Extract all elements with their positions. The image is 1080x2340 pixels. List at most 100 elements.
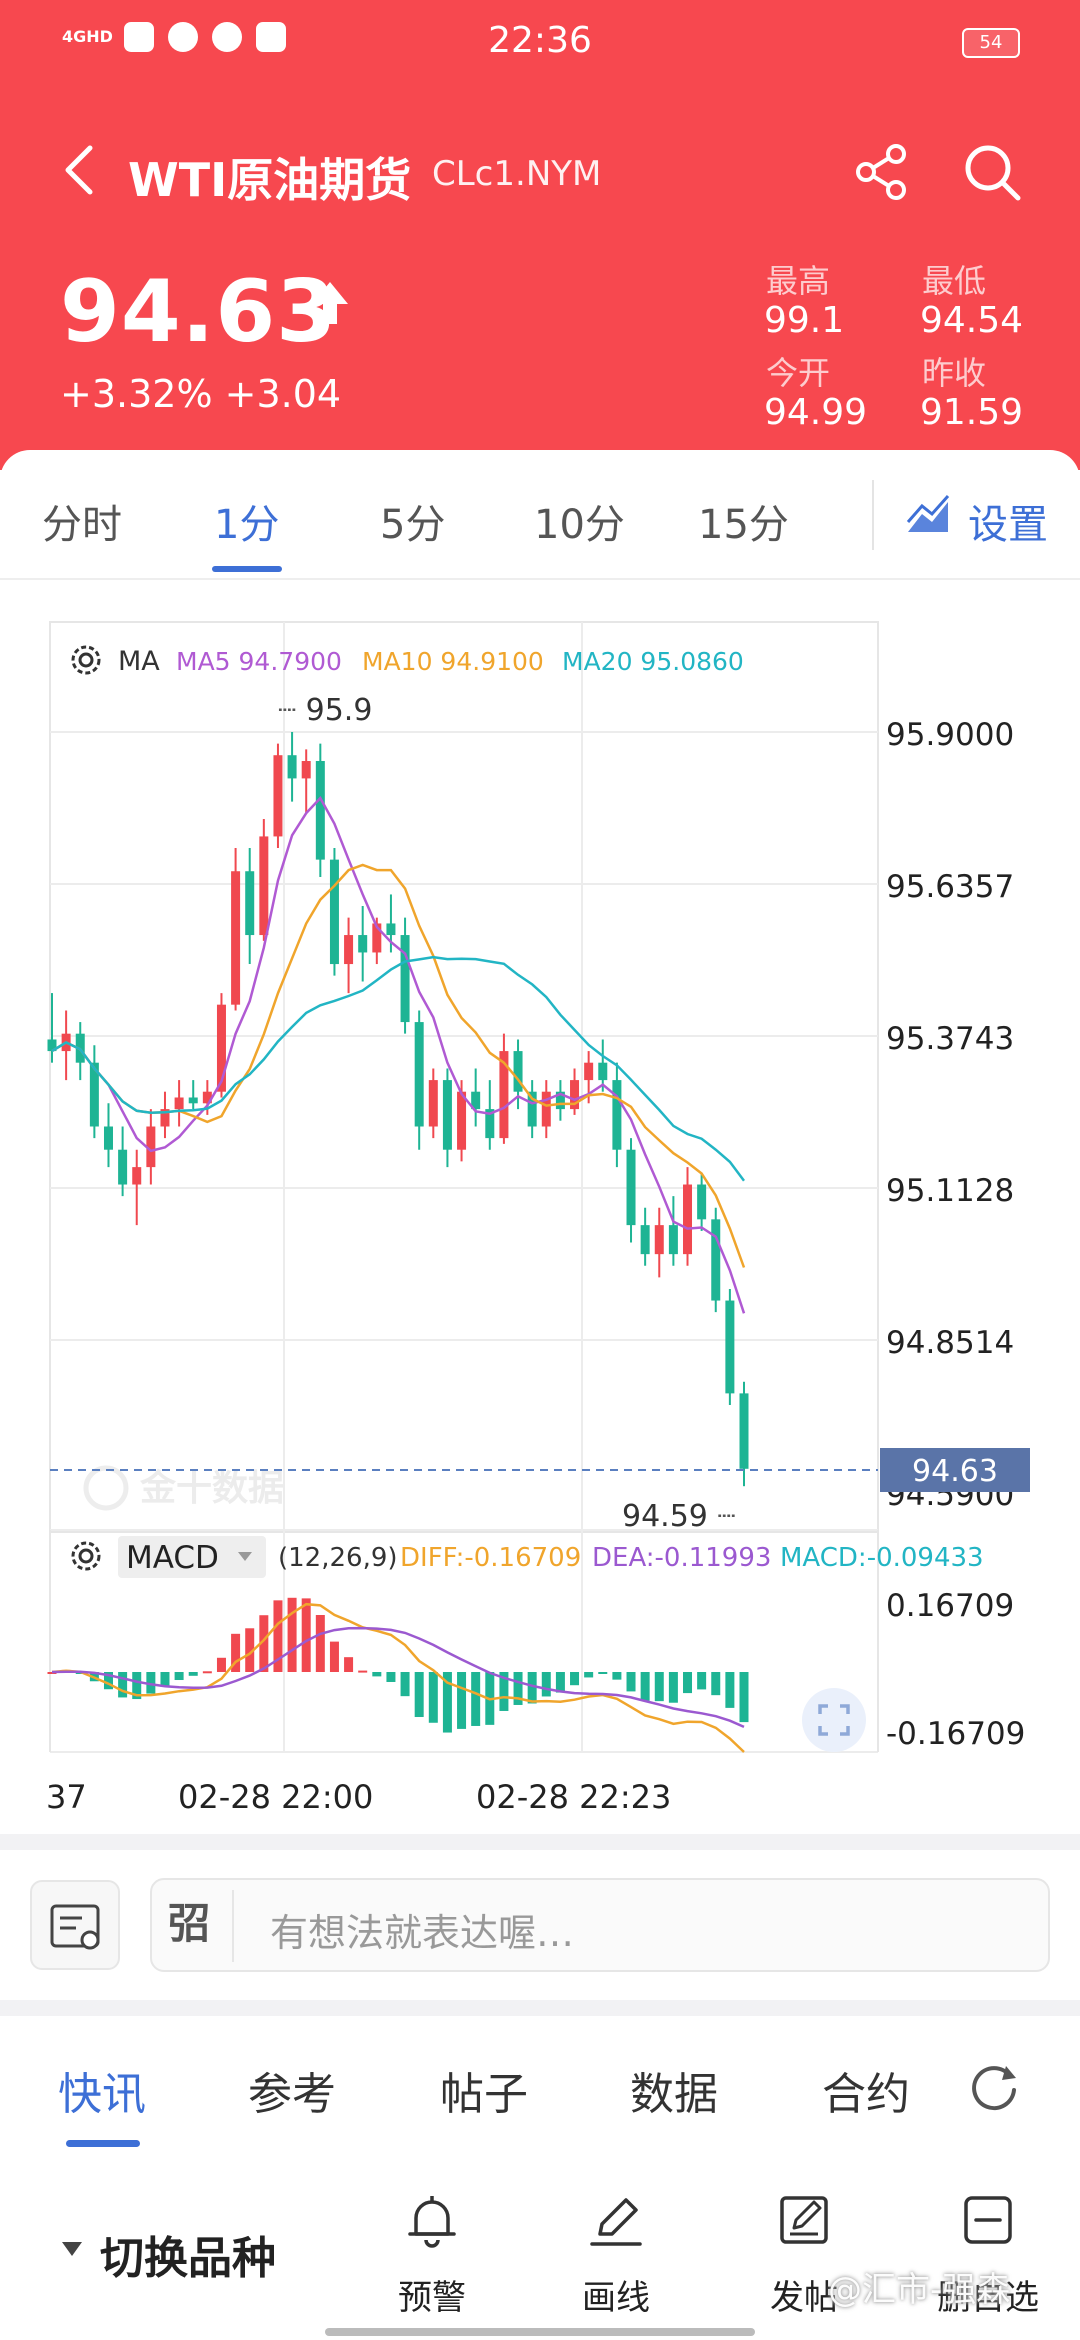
home-indicator[interactable] bbox=[325, 2328, 755, 2336]
candle-body bbox=[231, 871, 241, 1005]
high-marker-label: ┈ 95.9 bbox=[278, 693, 372, 728]
x-tick: 02-28 22:23 bbox=[476, 1778, 671, 1816]
candle-body bbox=[527, 1091, 537, 1127]
candle-body bbox=[118, 1149, 128, 1185]
avatar: 弨 bbox=[162, 1890, 234, 1962]
bottom-toolbar: 切换品种 预警 画线 发帖 bbox=[0, 2160, 1080, 2340]
notification-app-icon bbox=[124, 22, 154, 52]
search-icon[interactable] bbox=[958, 138, 1026, 206]
status-bar: 4GHD 22:36 54 bbox=[0, 0, 1080, 80]
stat-label-open: 今开 bbox=[766, 354, 831, 392]
tab-posts[interactable]: 帖子 bbox=[440, 2069, 528, 2120]
candle-body bbox=[739, 1393, 749, 1469]
y-tick: 95.9000 bbox=[886, 717, 1014, 753]
svg-text:弨: 弨 bbox=[168, 1899, 210, 1948]
stat-value-low: 94.54 bbox=[920, 300, 1024, 341]
stat-label-high: 最高 bbox=[766, 262, 831, 300]
candle-body bbox=[89, 1062, 99, 1127]
tab-timeshare[interactable]: 分时 bbox=[42, 502, 122, 548]
draw-line-button[interactable]: 画线 bbox=[556, 2190, 676, 2330]
candle-body bbox=[47, 1039, 57, 1052]
kline-chart[interactable]: MA MA5 94.7900 MA10 94.9100 MA20 95.0860… bbox=[0, 0, 1080, 1840]
tab-data[interactable]: 数据 bbox=[630, 2069, 718, 2120]
ma-legend: MA MA5 94.7900 MA10 94.9100 MA20 95.0860 bbox=[71, 645, 744, 677]
comment-bar: 弨 有想法就表达喔… bbox=[0, 1850, 1080, 2000]
candle-body bbox=[654, 1225, 664, 1255]
section-divider bbox=[0, 1834, 1080, 1850]
macd-bar bbox=[541, 1672, 551, 1697]
tab-15min[interactable]: 15分 bbox=[698, 502, 789, 548]
current-price-tag-text: 94.63 bbox=[912, 1454, 998, 1489]
y-axis-labels: 95.9000 95.6357 95.3743 95.1128 94.8514 … bbox=[886, 717, 1014, 1513]
section-divider bbox=[0, 2000, 1080, 2016]
remove-watchlist-button[interactable]: 删自选 bbox=[928, 2190, 1048, 2330]
y-tick: 95.3743 bbox=[886, 1021, 1014, 1057]
macd-bar bbox=[118, 1672, 128, 1698]
alert-label: 预警 bbox=[398, 2278, 466, 2318]
chart-settings-button[interactable]: 设置 bbox=[968, 502, 1048, 548]
macd-bar bbox=[160, 1672, 170, 1687]
candle-body bbox=[697, 1184, 707, 1220]
macd-bar bbox=[499, 1672, 509, 1711]
note-button[interactable] bbox=[30, 1880, 120, 1970]
bell-icon bbox=[408, 2196, 456, 2248]
macd-histogram bbox=[47, 1597, 749, 1753]
candle-body bbox=[216, 1004, 226, 1092]
share-icon[interactable] bbox=[850, 140, 914, 204]
candle-body bbox=[598, 1062, 608, 1081]
clock: 22:36 bbox=[488, 20, 592, 61]
macd-bar bbox=[287, 1597, 297, 1672]
macd-bar bbox=[513, 1672, 523, 1705]
candle-body bbox=[400, 935, 410, 1023]
gear-icon[interactable] bbox=[71, 645, 101, 675]
tab-5min[interactable]: 5分 bbox=[380, 502, 446, 548]
macd-bar bbox=[132, 1672, 142, 1700]
tab-10min[interactable]: 10分 bbox=[534, 502, 625, 548]
info-tabs: 快讯 参考 帖子 数据 合约 bbox=[0, 2016, 1080, 2156]
macd-bar bbox=[47, 1672, 57, 1674]
last-price: 94.63 bbox=[60, 262, 338, 362]
candle-body bbox=[160, 1109, 170, 1127]
macd-bar bbox=[598, 1672, 608, 1674]
edit-post-icon bbox=[780, 2196, 828, 2244]
macd-bar bbox=[216, 1657, 226, 1672]
tab-1min[interactable]: 1分 bbox=[214, 502, 280, 548]
stat-value-prev-close: 91.59 bbox=[920, 392, 1024, 433]
candle-body bbox=[188, 1097, 198, 1104]
chart-watermark: 金十数据 bbox=[83, 1465, 284, 1511]
macd-diff: DIFF:-0.16709 bbox=[400, 1543, 581, 1573]
macd-tick: 0.16709 bbox=[886, 1588, 1014, 1624]
tab-reference[interactable]: 参考 bbox=[248, 2069, 336, 2120]
macd-bar bbox=[640, 1672, 650, 1701]
macd-legend: MACD (12,26,9) DIFF:-0.16709 DEA:-0.1199… bbox=[71, 1536, 984, 1578]
alert-button[interactable]: 预警 bbox=[372, 2190, 492, 2330]
candle-body bbox=[584, 1062, 594, 1081]
pen-icon bbox=[590, 2198, 642, 2246]
chevron-down-icon bbox=[238, 1552, 252, 1561]
tab-contract[interactable]: 合约 bbox=[822, 2069, 910, 2120]
tab-news-flash[interactable]: 快讯 bbox=[58, 2069, 146, 2120]
user-avatar-icon: 弨 bbox=[168, 1899, 210, 1948]
macd-bar bbox=[273, 1600, 283, 1672]
macd-selector[interactable] bbox=[118, 1536, 266, 1578]
macd-params: (12,26,9) bbox=[278, 1543, 398, 1573]
candle-body bbox=[499, 1051, 509, 1139]
fullscreen-icon[interactable] bbox=[802, 1688, 866, 1752]
macd-bar bbox=[428, 1672, 438, 1723]
macd-tick: -0.16709 bbox=[886, 1716, 1025, 1752]
back-arrow-icon[interactable] bbox=[52, 140, 112, 200]
refresh-icon[interactable] bbox=[966, 2060, 1022, 2116]
new-post-button[interactable]: 发帖 bbox=[744, 2190, 864, 2330]
chart-settings-icon[interactable] bbox=[906, 492, 952, 538]
macd-bar bbox=[231, 1633, 241, 1672]
ma20-line bbox=[51, 955, 745, 1182]
comment-input[interactable]: 弨 有想法就表达喔… bbox=[150, 1878, 1050, 1972]
stat-value-open: 94.99 bbox=[764, 392, 868, 433]
x-tick: 37 bbox=[46, 1778, 87, 1816]
macd-bar bbox=[654, 1672, 664, 1702]
gear-icon[interactable] bbox=[71, 1541, 101, 1571]
user-watermark: @汇市-强森 bbox=[828, 2270, 1011, 2310]
switch-symbol-button[interactable]: 切换品种 bbox=[100, 2233, 276, 2284]
candle-body bbox=[132, 1167, 142, 1185]
